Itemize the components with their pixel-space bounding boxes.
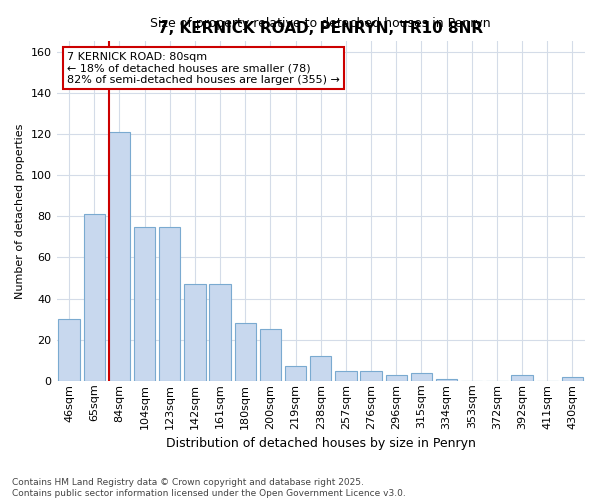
Bar xyxy=(436,379,457,381)
Bar xyxy=(209,284,231,381)
Bar xyxy=(562,377,583,381)
Bar xyxy=(159,226,181,381)
Bar xyxy=(411,372,432,381)
Bar xyxy=(335,370,356,381)
Bar xyxy=(260,330,281,381)
Y-axis label: Number of detached properties: Number of detached properties xyxy=(15,124,25,299)
Text: Contains HM Land Registry data © Crown copyright and database right 2025.
Contai: Contains HM Land Registry data © Crown c… xyxy=(12,478,406,498)
Bar xyxy=(386,374,407,381)
Bar xyxy=(58,319,80,381)
Bar xyxy=(511,374,533,381)
Bar xyxy=(310,356,331,381)
Text: Size of property relative to detached houses in Penryn: Size of property relative to detached ho… xyxy=(151,16,491,30)
Title: 7, KERNICK ROAD, PENRYN, TR10 8NR: 7, KERNICK ROAD, PENRYN, TR10 8NR xyxy=(158,21,484,36)
Bar xyxy=(235,324,256,381)
X-axis label: Distribution of detached houses by size in Penryn: Distribution of detached houses by size … xyxy=(166,437,476,450)
Bar xyxy=(285,366,307,381)
Text: 7 KERNICK ROAD: 80sqm
← 18% of detached houses are smaller (78)
82% of semi-deta: 7 KERNICK ROAD: 80sqm ← 18% of detached … xyxy=(67,52,340,85)
Bar xyxy=(83,214,105,381)
Bar xyxy=(361,370,382,381)
Bar xyxy=(184,284,206,381)
Bar xyxy=(134,226,155,381)
Bar xyxy=(109,132,130,381)
